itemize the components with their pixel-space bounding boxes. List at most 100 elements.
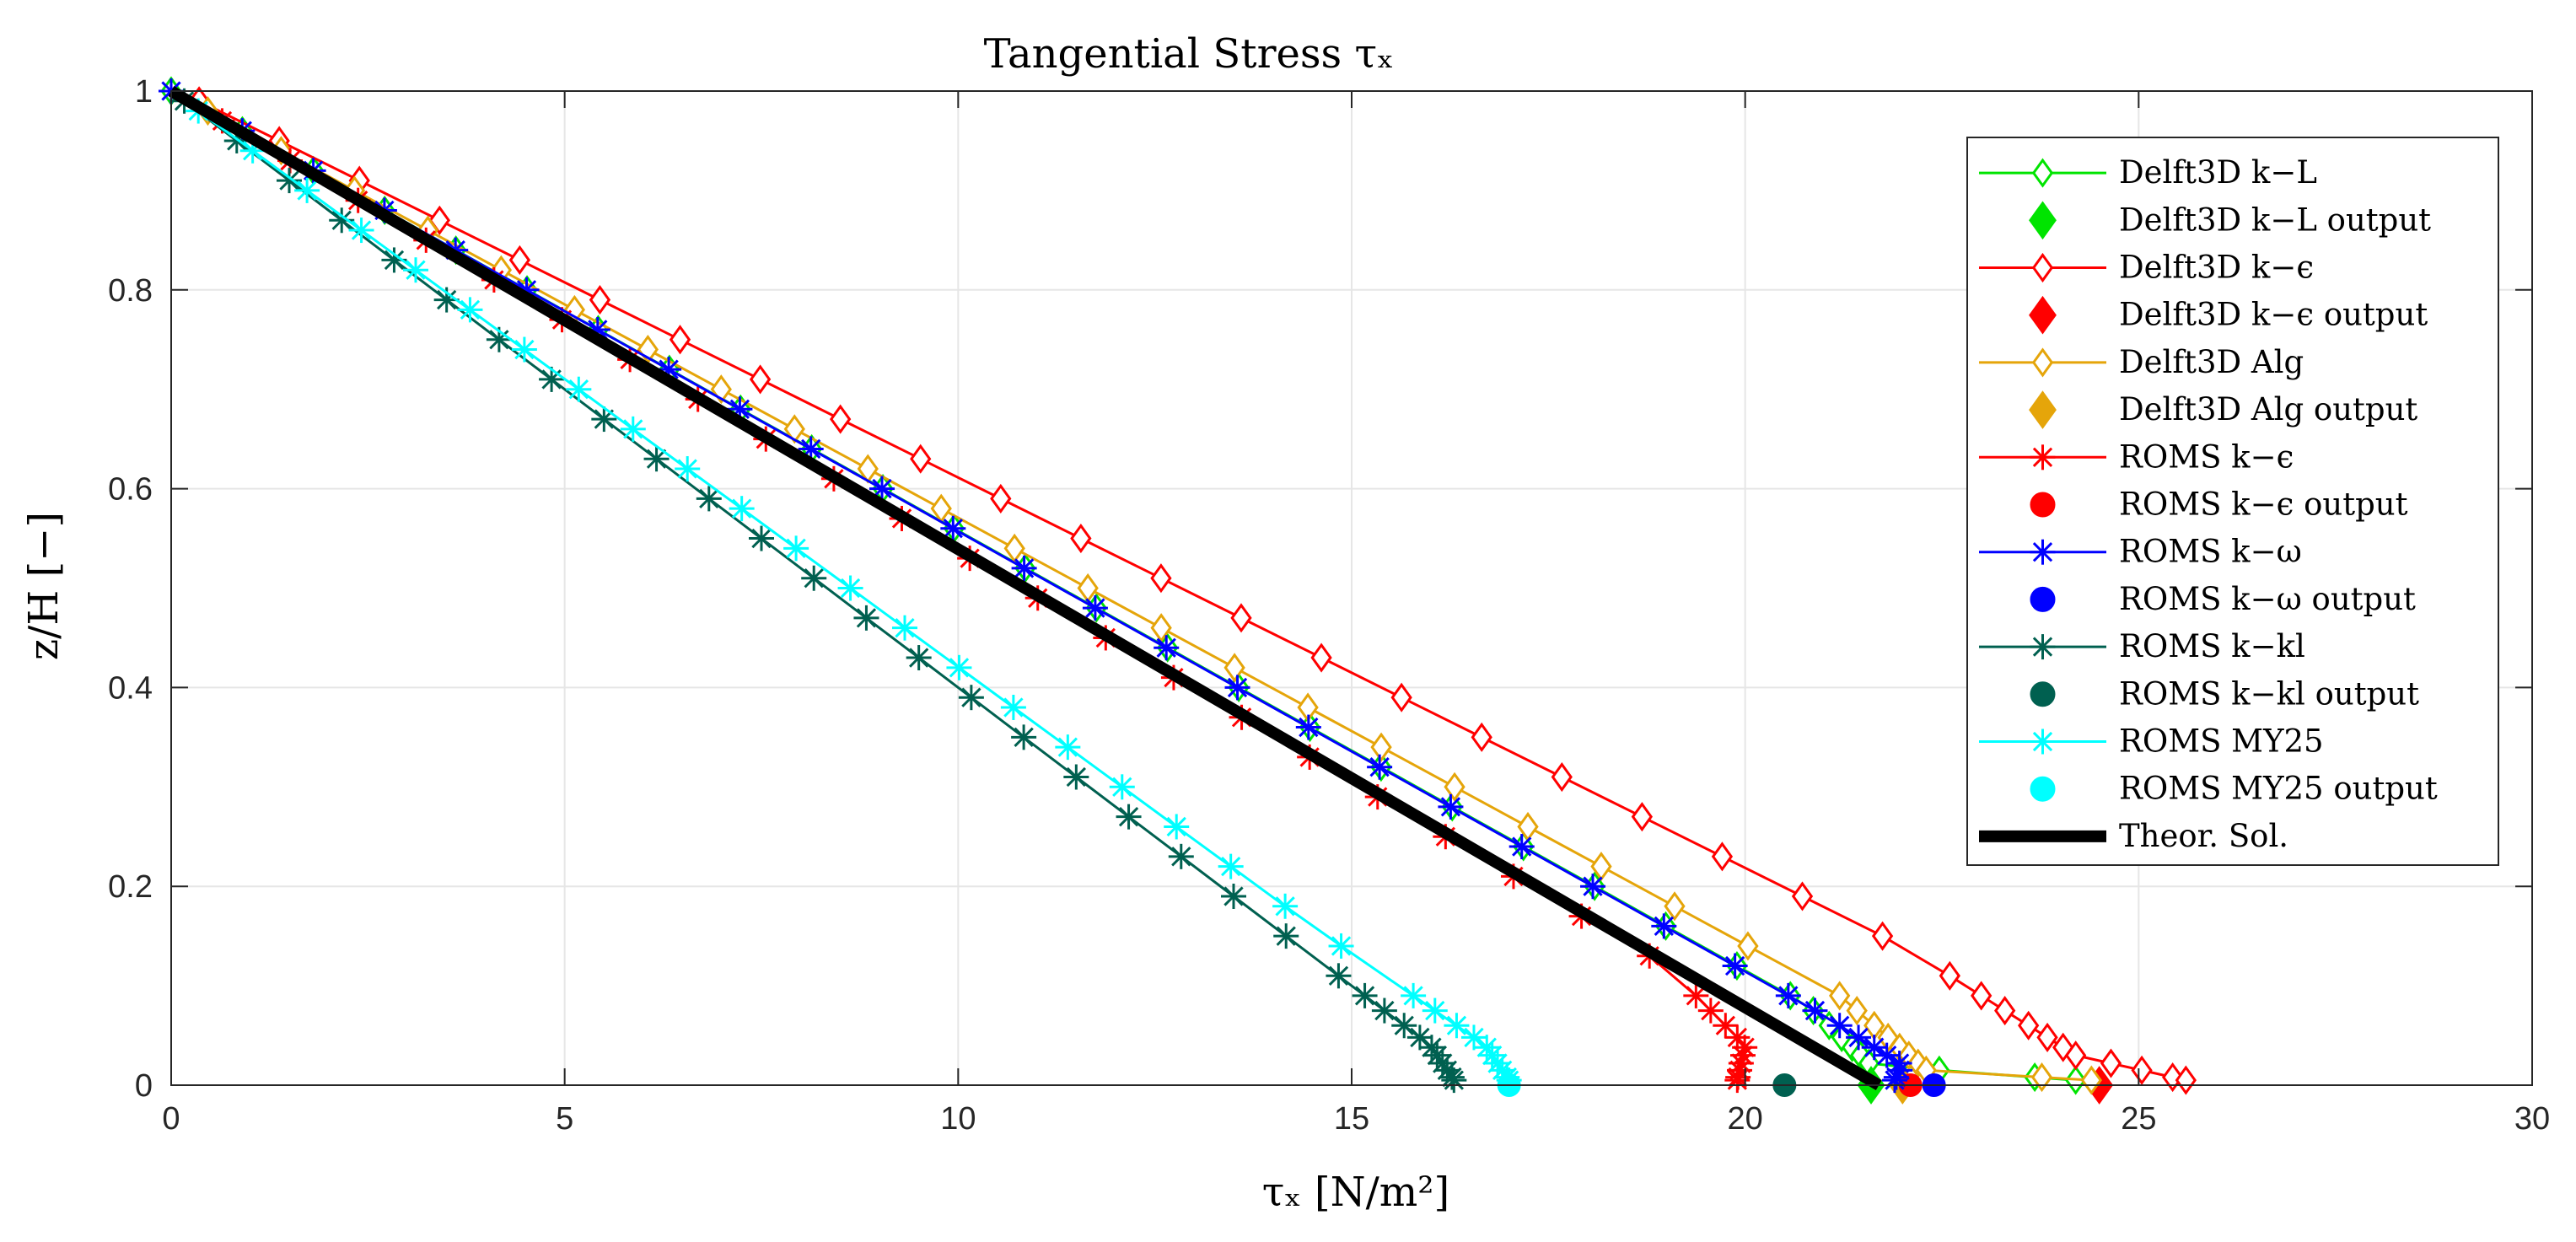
legend-label: ROMS k−kl <box>2119 628 2305 664</box>
legend-label: Theor. Sol. <box>2119 818 2288 854</box>
asterisk-stroke <box>1275 896 1295 917</box>
y-tick-label: 0.2 <box>108 869 153 905</box>
asterisk-stroke <box>2032 731 2053 752</box>
data-point <box>1846 996 1868 1026</box>
data-point <box>837 575 863 601</box>
x-tick-label: 20 <box>1728 1101 1763 1137</box>
asterisk-stroke <box>1440 797 1461 817</box>
asterisk-stroke <box>1848 1027 1869 1048</box>
data-point <box>1390 682 1412 712</box>
data-point <box>1802 997 1828 1024</box>
asterisk-stroke <box>1403 986 1423 1006</box>
data-point <box>1150 563 1172 594</box>
data-point <box>1441 1067 1467 1094</box>
x-tick-label: 30 <box>2514 1101 2550 1137</box>
data-point <box>729 496 755 522</box>
data-point <box>348 218 374 244</box>
x-tick-label: 10 <box>940 1101 976 1137</box>
legend-swatch-marker <box>2030 729 2056 755</box>
legend-label: ROMS k−ω <box>2119 534 2302 570</box>
legend-item: Delft3D k−L <box>1979 154 2317 191</box>
legend-swatch-marker <box>2030 539 2056 565</box>
asterisk-stroke <box>568 379 589 400</box>
data-point <box>1070 523 1092 554</box>
asterisk-stroke <box>1512 836 1532 857</box>
asterisk-stroke <box>949 658 970 678</box>
legend-box <box>1966 137 2499 866</box>
asterisk-stroke <box>1778 986 1799 1006</box>
series-2 <box>188 86 2197 1095</box>
legend-label: ROMS k−ϵ <box>2119 438 2294 475</box>
data-point <box>1391 1013 1417 1039</box>
asterisk-stroke <box>1112 777 1132 797</box>
asterisk-stroke <box>1464 1027 1484 1048</box>
asterisk-stroke <box>1804 1000 1826 1021</box>
data-point <box>1168 843 1194 869</box>
data-point <box>1580 874 1606 900</box>
legend-item: Delft3D Alg <box>1979 344 2304 380</box>
legend-label: Delft3D Alg output <box>2119 391 2417 427</box>
legend-swatch-marker <box>2031 347 2054 378</box>
data-point <box>620 416 646 442</box>
asterisk-stroke <box>1727 1027 1748 1048</box>
data-point <box>669 325 691 355</box>
legend-swatch-marker <box>2029 201 2057 240</box>
legend-label: Delft3D Alg <box>2119 344 2304 380</box>
data-point <box>1295 714 1321 740</box>
data-point <box>958 685 984 711</box>
data-point <box>1994 996 2016 1026</box>
data-point <box>906 645 932 671</box>
data-point <box>1230 603 1252 633</box>
legend-swatch-marker <box>2030 444 2056 470</box>
data-point <box>675 456 701 482</box>
data-point <box>940 515 966 541</box>
asterisk-stroke <box>895 617 915 638</box>
data-point <box>329 207 355 234</box>
asterisk-stroke <box>1328 965 1349 986</box>
asterisk-stroke <box>1085 598 1105 618</box>
asterisk-stroke <box>961 687 981 707</box>
legend-item: Delft3D k−ϵ <box>1979 250 2314 286</box>
asterisk-stroke <box>1227 677 1248 698</box>
legend: Delft3D k−L Delft3D k−L output Delft3D k−ϵ… <box>1966 137 2499 866</box>
data-point <box>1221 883 1246 909</box>
data-point <box>1471 722 1492 752</box>
asterisk-stroke <box>623 419 643 439</box>
asterisk-stroke <box>1733 1045 1753 1066</box>
asterisk-stroke <box>1422 1037 1442 1057</box>
data-point <box>1711 841 1734 872</box>
asterisk-stroke <box>908 648 929 668</box>
data-point <box>1631 802 1654 832</box>
data-point <box>2175 1065 2197 1095</box>
data-point <box>1826 1013 1853 1039</box>
y-tick-label: 0.8 <box>108 273 153 309</box>
data-point <box>1116 804 1142 830</box>
data-point <box>643 446 670 472</box>
legend-label: ROMS MY25 output <box>2119 771 2438 807</box>
data-point <box>1164 814 1190 840</box>
asterisk-stroke <box>1734 1037 1755 1057</box>
legend-label: Delft3D k−ϵ output <box>2119 297 2428 333</box>
asterisk-stroke <box>1864 1037 1885 1057</box>
data-point <box>1401 982 1427 1008</box>
asterisk-stroke <box>514 339 535 360</box>
asterisk-stroke <box>1299 717 1319 738</box>
data-point <box>1664 891 1686 922</box>
data-point <box>2080 1065 2102 1095</box>
y-axis-label: z/H [−] <box>20 512 67 660</box>
series-layer <box>159 76 2197 1105</box>
legend-item: Delft3D k−ϵ output <box>2029 295 2428 335</box>
asterisk-stroke <box>1482 1045 1503 1066</box>
asterisk-stroke <box>1276 926 1296 946</box>
asterisk-stroke <box>699 488 719 509</box>
data-point <box>1939 960 1960 991</box>
legend-swatch-marker <box>2031 158 2054 188</box>
data-point <box>508 245 531 275</box>
data-point <box>589 285 611 315</box>
asterisk-stroke <box>1331 936 1352 956</box>
data-point <box>1775 982 1801 1008</box>
asterisk-stroke <box>1166 816 1186 837</box>
asterisk-stroke <box>384 250 405 271</box>
data-point <box>892 615 917 641</box>
legend-item: Theor. Sol. <box>1979 818 2288 854</box>
